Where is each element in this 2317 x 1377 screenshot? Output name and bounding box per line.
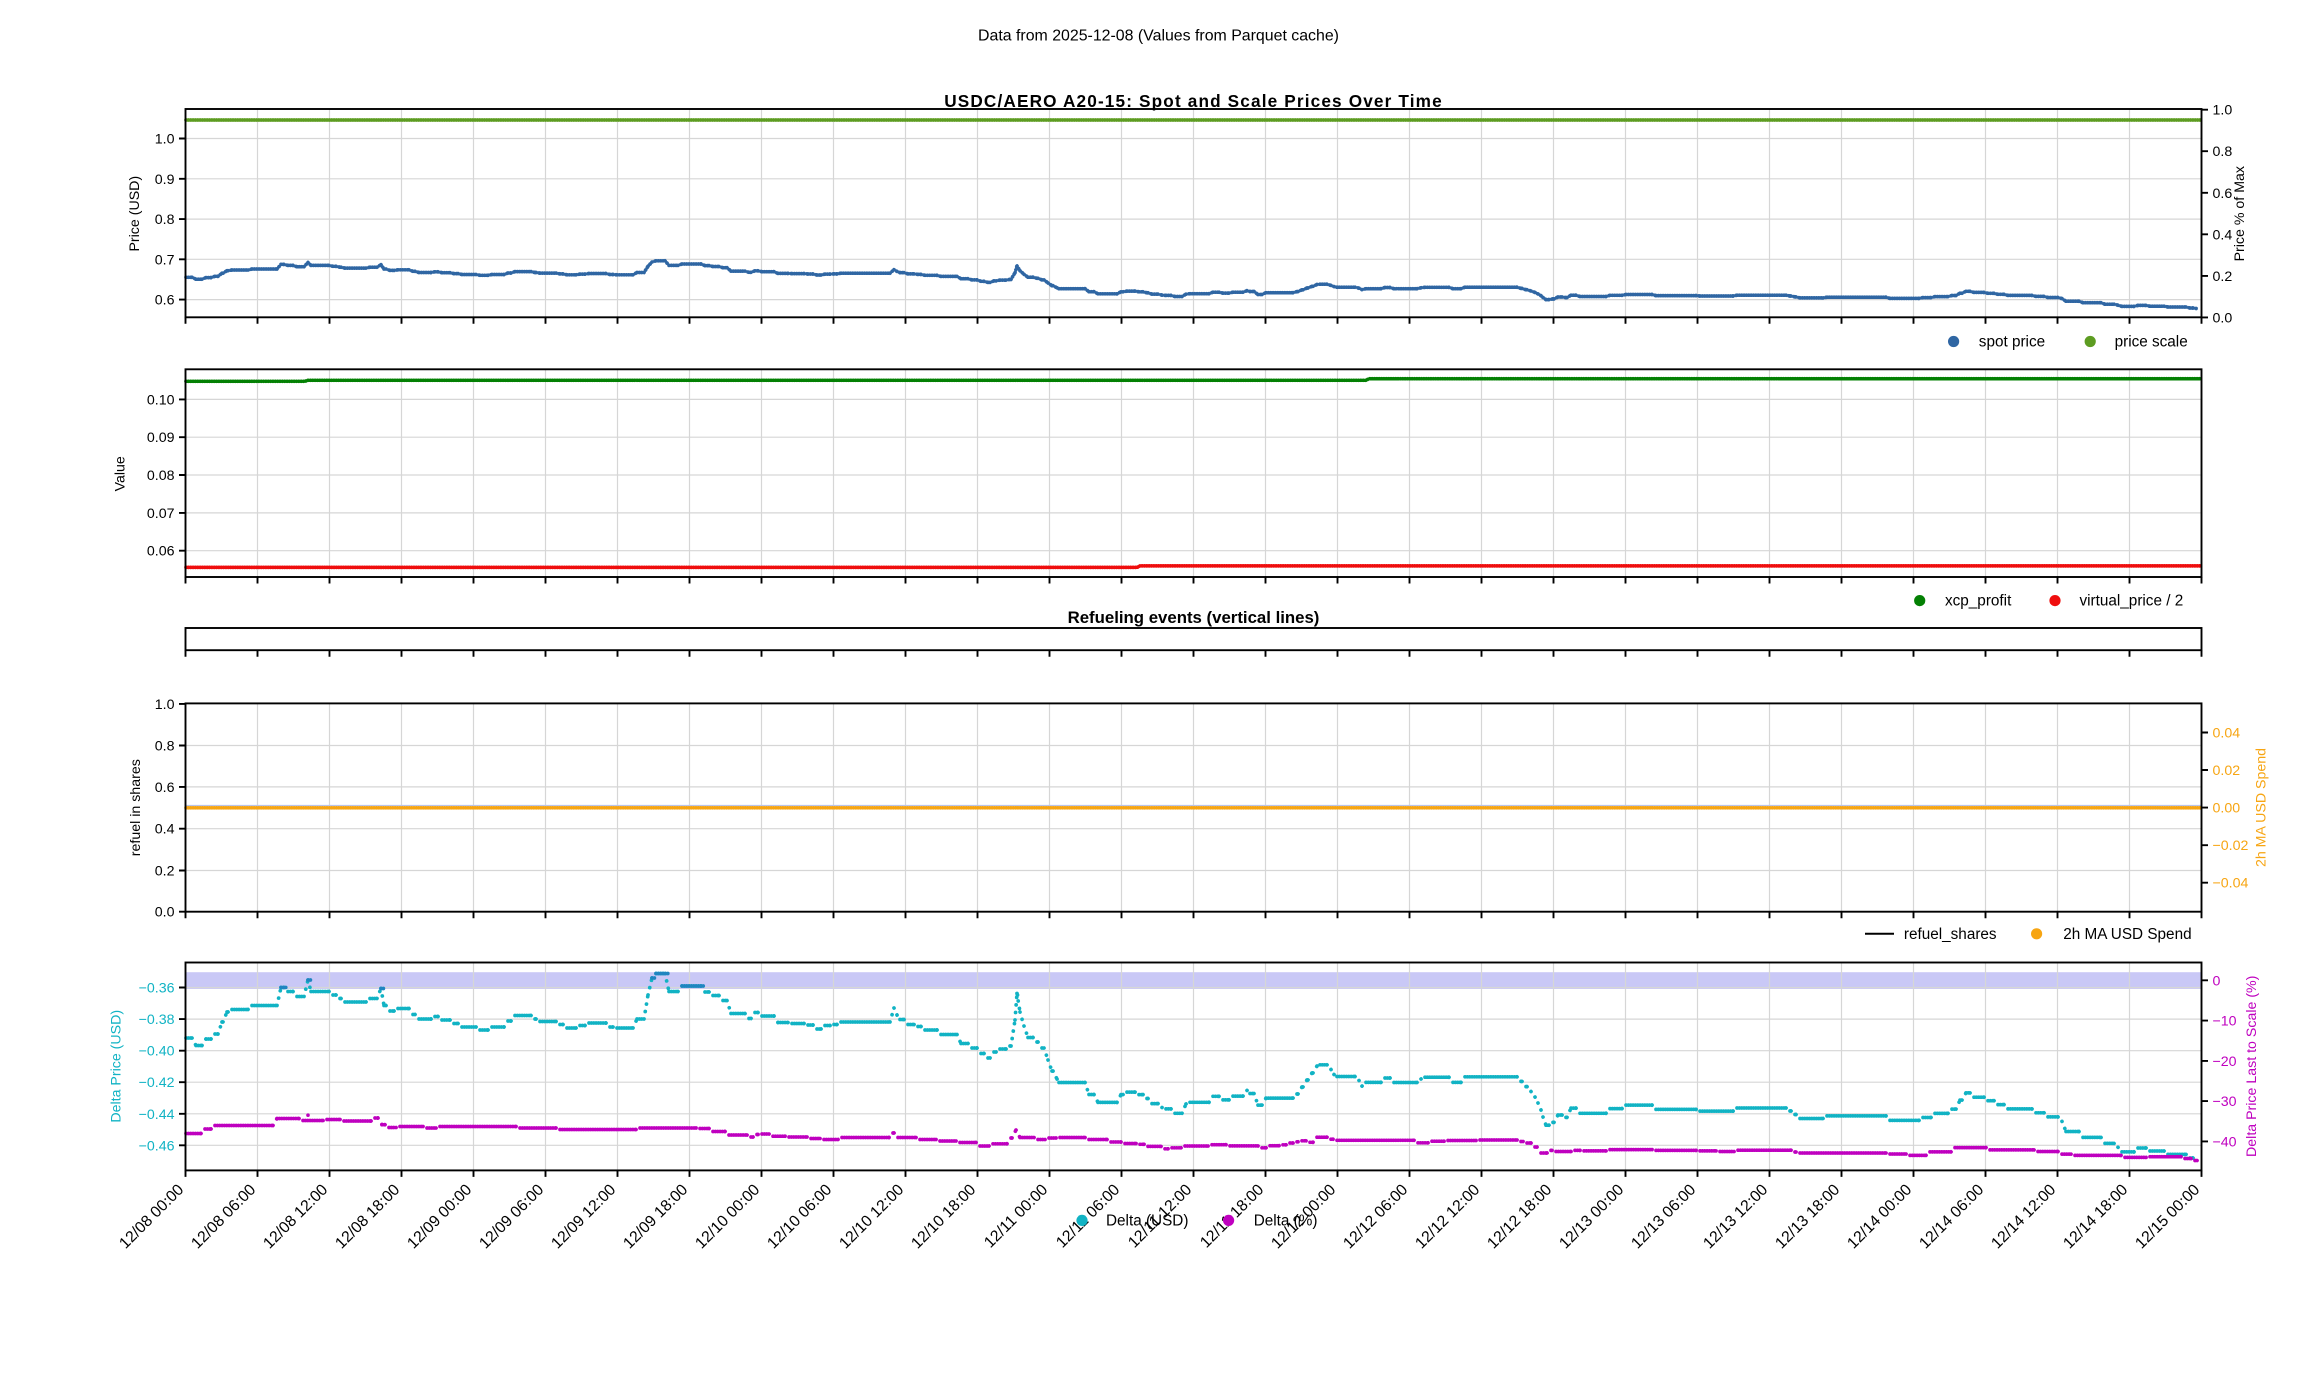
svg-text:−40: −40 [2213,1134,2237,1150]
svg-text:0.0: 0.0 [2213,310,2233,326]
svg-text:Delta (%): Delta (%) [1254,1212,1318,1229]
svg-text:price scale: price scale [2115,334,2188,351]
svg-text:0.8: 0.8 [155,739,175,755]
svg-text:0.10: 0.10 [147,392,175,408]
svg-text:0.9: 0.9 [155,172,175,188]
svg-text:0.2: 0.2 [155,864,175,880]
svg-text:0.02: 0.02 [2213,763,2241,779]
svg-text:−30: −30 [2213,1094,2237,1110]
svg-text:Value: Value [113,456,129,491]
svg-text:0.09: 0.09 [147,430,175,446]
svg-text:0.6: 0.6 [155,293,175,309]
svg-text:−0.36: −0.36 [139,981,175,997]
svg-text:refuel in shares: refuel in shares [128,759,144,856]
svg-text:1.0: 1.0 [2213,103,2233,119]
svg-text:0.0: 0.0 [155,905,175,921]
svg-text:0.07: 0.07 [147,506,175,522]
svg-text:xcp_profit: xcp_profit [1945,593,2012,610]
svg-text:0.8: 0.8 [155,212,175,228]
svg-text:0.06: 0.06 [147,544,175,560]
svg-text:Price (USD): Price (USD) [127,176,143,252]
svg-text:0.2: 0.2 [2213,269,2233,285]
svg-text:−0.02: −0.02 [2213,838,2249,854]
svg-text:Delta (USD): Delta (USD) [1106,1212,1188,1229]
svg-text:0.7: 0.7 [155,252,175,268]
svg-text:virtual_price / 2: virtual_price / 2 [2080,593,2184,610]
svg-text:−20: −20 [2213,1054,2237,1070]
svg-text:Delta Price Last to Scale (%): Delta Price Last to Scale (%) [2244,976,2260,1157]
svg-text:0.04: 0.04 [2213,726,2241,742]
svg-text:0.6: 0.6 [155,780,175,796]
svg-text:0.00: 0.00 [2213,801,2241,817]
svg-text:USDC/AERO A20-15: Spot and Sca: USDC/AERO A20-15: Spot and Scale Prices … [944,91,1443,111]
svg-text:spot price: spot price [1979,334,2045,351]
svg-text:2h MA USD Spend: 2h MA USD Spend [2254,748,2270,867]
svg-text:Data from 2025-12-08 (Values f: Data from 2025-12-08 (Values from Parque… [978,28,1339,45]
svg-text:2h MA USD Spend: 2h MA USD Spend [2063,926,2191,943]
svg-text:Delta Price (USD): Delta Price (USD) [109,1010,125,1123]
svg-text:0.8: 0.8 [2213,144,2233,160]
svg-text:−10: −10 [2213,1014,2237,1030]
svg-text:−0.40: −0.40 [139,1044,175,1060]
svg-text:Refueling events (vertical lin: Refueling events (vertical lines) [1068,608,1320,627]
svg-text:0.08: 0.08 [147,468,175,484]
svg-text:0.4: 0.4 [155,822,175,838]
svg-text:−0.44: −0.44 [139,1107,175,1123]
svg-text:−0.38: −0.38 [139,1012,175,1028]
svg-text:0: 0 [2213,973,2221,989]
svg-text:refuel_shares: refuel_shares [1904,926,1997,943]
svg-text:Price % of Max: Price % of Max [2232,166,2248,261]
svg-text:−0.04: −0.04 [2213,876,2249,892]
svg-text:1.0: 1.0 [155,132,175,148]
svg-text:0.4: 0.4 [2213,227,2233,243]
svg-text:−0.42: −0.42 [139,1075,175,1091]
svg-text:0.6: 0.6 [2213,186,2233,202]
svg-text:−0.46: −0.46 [139,1138,175,1154]
svg-text:1.0: 1.0 [155,697,175,713]
